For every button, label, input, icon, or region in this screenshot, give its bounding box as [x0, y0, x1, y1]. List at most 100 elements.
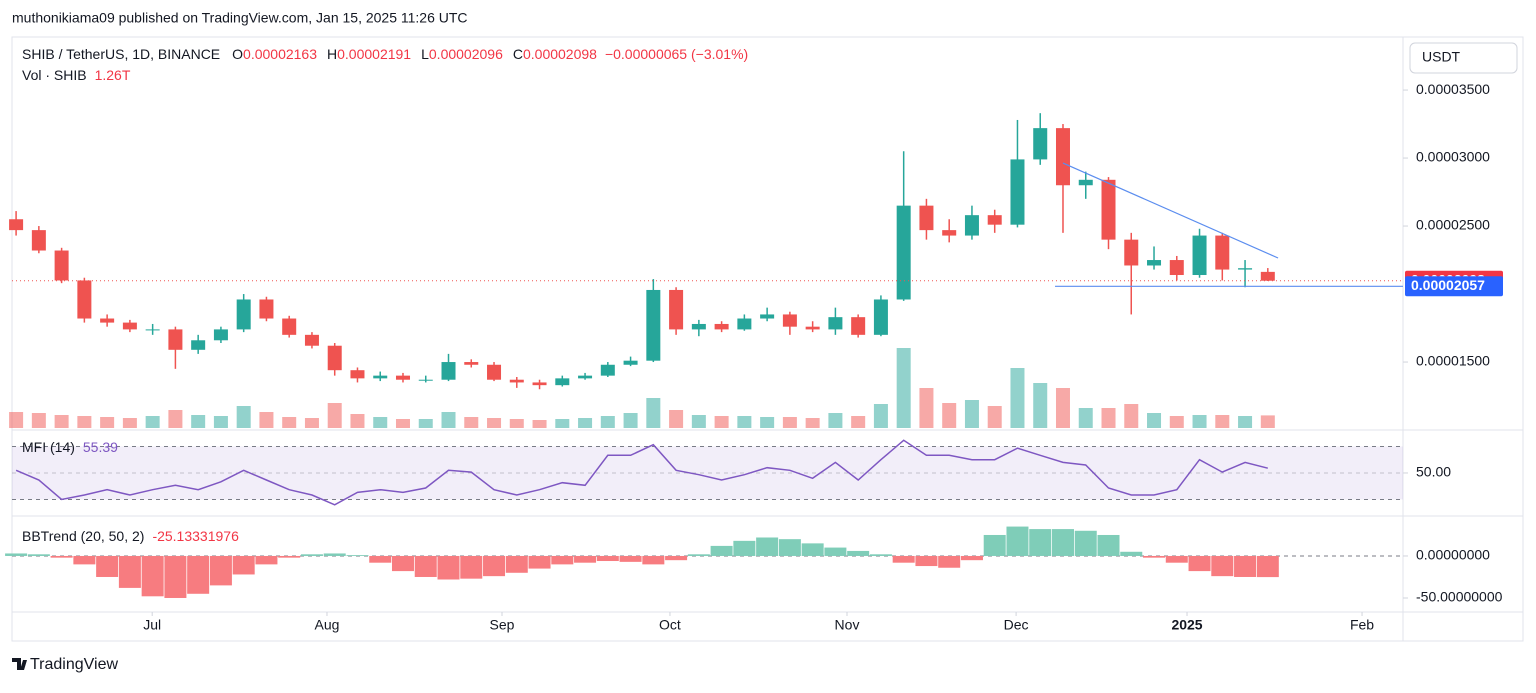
volume-bar — [191, 415, 206, 428]
volume-bar — [213, 416, 228, 428]
candle-body — [964, 215, 979, 236]
volume-bar — [77, 416, 92, 428]
y-tick-label: 0.00002500 — [1416, 217, 1490, 233]
candle-body — [851, 317, 866, 335]
candle-body — [805, 326, 820, 330]
candle-body — [919, 205, 934, 231]
volume-bar — [578, 418, 593, 428]
bbtrend-bar — [73, 555, 96, 565]
volume-bar — [623, 413, 638, 428]
change: −0.00000065 (−3.01%) — [605, 46, 748, 62]
candle-body — [828, 317, 843, 330]
volume-bar — [282, 417, 297, 428]
bbtrend-bar — [5, 553, 28, 556]
support-label: 0.00002057 — [1411, 277, 1485, 293]
bbtrend-bar — [1029, 529, 1052, 556]
frame — [11, 36, 1524, 642]
candle-body — [1238, 268, 1253, 270]
bbtrend-bar — [483, 555, 506, 577]
volume-bar — [1078, 408, 1093, 428]
volume-bar — [1238, 416, 1253, 428]
x-tick-label: Sep — [490, 617, 515, 633]
bbtrend-bar — [1143, 555, 1166, 558]
bbtrend-bar — [323, 553, 346, 556]
currency-button[interactable] — [1409, 42, 1518, 74]
y-tick-label: 0.00000000 — [1416, 547, 1490, 563]
candle-body — [1215, 235, 1230, 270]
volume-bar — [168, 410, 183, 428]
volume-bar — [9, 412, 24, 428]
bbtrend-bar — [528, 555, 551, 569]
trendline — [1062, 162, 1279, 259]
volume-bar — [395, 419, 410, 428]
candle-body — [304, 334, 319, 346]
volume-bar — [373, 417, 388, 428]
volume-bar — [1010, 368, 1025, 428]
bbtrend-bar — [27, 554, 50, 556]
bbtrend-bar — [1188, 555, 1211, 572]
bbtrend-bar — [665, 555, 688, 561]
y-tick-label: 0.00003000 — [1416, 149, 1490, 165]
volume-bar — [236, 406, 251, 428]
candle-body — [145, 329, 160, 331]
bbtrend-bar — [1256, 555, 1279, 578]
candle-body — [691, 323, 706, 330]
candle-body — [782, 314, 797, 327]
ohlc-key: L — [421, 46, 429, 62]
volume-bar — [600, 416, 615, 428]
candle-body — [282, 318, 297, 335]
bbtrend-bar — [869, 554, 892, 556]
candle-body — [373, 375, 388, 379]
bbtrend-bar — [1211, 555, 1234, 577]
currency[interactable]: USDT — [1422, 49, 1461, 65]
volume-bar — [828, 413, 843, 428]
volume-bar — [1260, 415, 1275, 428]
legend: BBTrend (20, 50, 2) -25.13331976 — [22, 528, 239, 544]
bbtrend-bar — [414, 555, 437, 577]
bbtrend-bar — [300, 554, 323, 556]
bbtrend-bar — [1074, 530, 1097, 556]
legend-value: -25.13331976 — [152, 528, 239, 544]
bbtrend-bar — [164, 555, 187, 598]
candle-body — [1078, 179, 1093, 186]
y-tick-label: 50.00 — [1416, 464, 1451, 480]
legend-title: SHIB / TetherUS, 1D, BINANCE — [22, 46, 220, 62]
candle-body — [464, 362, 479, 365]
volume-bar — [646, 398, 661, 428]
candle-body — [1010, 159, 1025, 225]
x-tick-label: Oct — [659, 617, 681, 633]
x-tick-label: Dec — [1004, 617, 1029, 633]
bbtrend-bar — [505, 555, 528, 573]
volume-bar — [555, 419, 570, 428]
legend: SHIB / TetherUS, 1D, BINANCE O0.00002163 H… — [22, 46, 748, 62]
brand: TradingView — [30, 656, 118, 673]
bbtrend-bar — [960, 555, 983, 561]
volume-bar — [1147, 413, 1162, 428]
volume-bar — [1169, 416, 1184, 428]
candle-body — [760, 314, 775, 319]
volume-bar — [669, 410, 684, 428]
bbtrend-bar — [1165, 555, 1188, 563]
candle-body — [1101, 179, 1116, 240]
legend-title: MFI (14) — [22, 439, 75, 455]
legend: MFI (14) 55.39 — [22, 439, 118, 455]
candle-body — [213, 329, 228, 341]
candle-body — [487, 364, 502, 380]
volume-bar — [737, 416, 752, 428]
candle-body — [441, 362, 456, 380]
bbtrend-bar — [756, 537, 779, 556]
volume-bar — [509, 419, 524, 428]
bbtrend-bar — [232, 555, 255, 575]
bbtrend-bar — [824, 547, 847, 556]
x-tick-label: Aug — [315, 617, 340, 633]
candle-body — [1169, 260, 1184, 276]
volume-bar — [1124, 404, 1139, 428]
candle-body — [9, 219, 24, 231]
volume-bar — [145, 416, 160, 428]
candle-body — [1124, 239, 1139, 266]
bbtrend-bar — [642, 555, 665, 565]
bbtrend-bar — [938, 555, 961, 568]
legend-title: Vol · SHIB — [22, 67, 87, 83]
candle-body — [873, 299, 888, 335]
